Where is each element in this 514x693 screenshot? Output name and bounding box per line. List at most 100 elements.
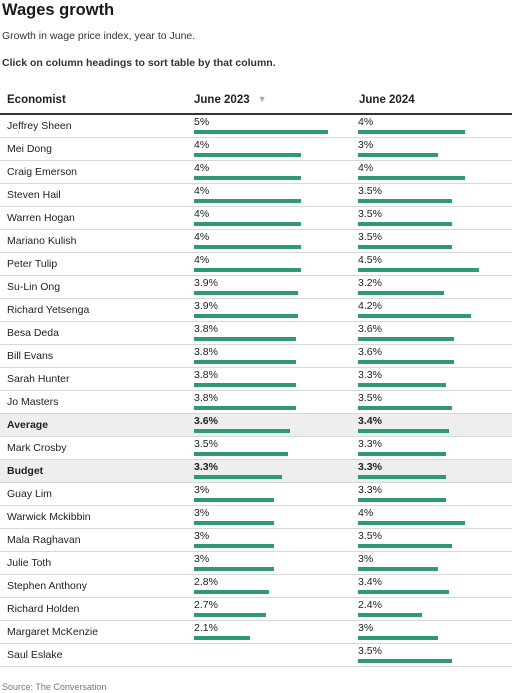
wage-growth-bar (194, 314, 298, 318)
bar-track (194, 383, 344, 387)
bar-track (194, 176, 344, 180)
table-row: Bill Evans 3.8% 3.6% (0, 345, 512, 368)
cell-june-2024: 3.5% (358, 184, 508, 206)
economist-name: Mark Crosby (7, 442, 67, 454)
table-row: Besa Deda 3.8% 3.6% (0, 322, 512, 345)
wage-growth-value: 3% (194, 553, 210, 565)
cell-june-2023: 3% (194, 506, 344, 528)
wage-growth-value: 3.6% (194, 415, 218, 427)
bar-track (358, 199, 508, 203)
cell-june-2024: 4% (358, 115, 508, 137)
economist-name: Craig Emerson (7, 166, 78, 178)
table-row: Steven Hail 4% 3.5% (0, 184, 512, 207)
wage-growth-bar (358, 268, 479, 272)
cell-june-2023: 3.8% (194, 368, 344, 390)
wage-growth-value: 3.3% (358, 461, 382, 473)
bar-track (194, 268, 344, 272)
wage-growth-value: 4% (358, 162, 374, 174)
cell-june-2024: 3.2% (358, 276, 508, 298)
column-header-june-2023[interactable]: June 2023 ▼ (194, 94, 267, 106)
cell-june-2024: 3.5% (358, 644, 508, 666)
cell-june-2024: 3.6% (358, 345, 508, 367)
cell-june-2024: 3.5% (358, 207, 508, 229)
wage-growth-bar (358, 245, 452, 249)
wage-growth-value: 5% (194, 116, 210, 128)
bar-track (358, 429, 508, 433)
cell-june-2023: 3.8% (194, 345, 344, 367)
wage-growth-bar (194, 452, 288, 456)
summary-row: Average 3.6% 3.4% (0, 414, 512, 437)
cell-june-2024: 4% (358, 506, 508, 528)
wage-growth-bar (358, 613, 422, 617)
wage-growth-value: 3.5% (358, 645, 382, 657)
wage-growth-value: 3% (194, 507, 210, 519)
wage-growth-bar (358, 498, 446, 502)
wage-growth-value: 3.8% (194, 369, 218, 381)
wage-growth-bar (194, 544, 274, 548)
economist-name: Saul Eslake (7, 649, 63, 661)
cell-june-2024: 3.5% (358, 391, 508, 413)
wage-growth-bar (194, 222, 301, 226)
bar-track (194, 314, 344, 318)
cell-june-2023: 4% (194, 184, 344, 206)
wage-growth-bar (358, 153, 438, 157)
table-row: Jo Masters 3.8% 3.5% (0, 391, 512, 414)
economist-name: Warwick Mckibbin (7, 511, 91, 523)
cell-june-2024: 3% (358, 621, 508, 643)
economist-name: Guay Lim (7, 488, 52, 500)
bar-track (358, 291, 508, 295)
bar-track (358, 636, 508, 640)
wage-growth-bar (358, 314, 471, 318)
column-header-label: Economist (7, 94, 66, 106)
wage-growth-value: 3.5% (194, 438, 218, 450)
wage-growth-value: 2.7% (194, 599, 218, 611)
wage-growth-bar (358, 383, 446, 387)
economist-name: Steven Hail (7, 189, 61, 201)
wage-growth-value: 3.5% (358, 185, 382, 197)
wage-growth-value: 3.4% (358, 576, 382, 588)
source-note: Source: The Conversation (2, 682, 107, 692)
bar-track (194, 429, 344, 433)
bar-track (358, 153, 508, 157)
wage-growth-bar (358, 636, 438, 640)
economist-name: Mariano Kulish (7, 235, 77, 247)
column-header-economist[interactable]: Economist (7, 94, 66, 106)
economist-name: Peter Tulip (7, 258, 58, 270)
economist-name: Sarah Hunter (7, 373, 70, 385)
cell-june-2023: 3% (194, 552, 344, 574)
wage-growth-value: 3.8% (194, 392, 218, 404)
cell-june-2023: 3.8% (194, 391, 344, 413)
bar-track (194, 636, 344, 640)
wage-growth-value: 3.6% (358, 346, 382, 358)
bar-track (194, 153, 344, 157)
wage-growth-value: 4% (194, 185, 210, 197)
table-row: Mala Raghavan 3% 3.5% (0, 529, 512, 552)
economist-name: Richard Yetsenga (7, 304, 90, 316)
bar-track (194, 613, 344, 617)
cell-june-2023: 3.8% (194, 322, 344, 344)
cell-june-2024: 3.3% (358, 368, 508, 390)
bar-track (358, 544, 508, 548)
economist-name: Julie Toth (7, 557, 52, 569)
bar-track (194, 521, 344, 525)
bar-track (194, 222, 344, 226)
column-header-june-2024[interactable]: June 2024 (359, 94, 415, 106)
cell-june-2024: 4.2% (358, 299, 508, 321)
bar-track (358, 337, 508, 341)
wage-growth-value: 3.3% (358, 484, 382, 496)
table-row: Peter Tulip 4% 4.5% (0, 253, 512, 276)
cell-june-2023: 2.8% (194, 575, 344, 597)
cell-june-2024: 2.4% (358, 598, 508, 620)
economist-name: Su-Lin Ong (7, 281, 61, 293)
cell-june-2023: 3.6% (194, 414, 344, 436)
bar-track (194, 291, 344, 295)
wage-growth-value: 3.5% (358, 231, 382, 243)
wage-growth-bar (194, 337, 296, 341)
bar-track (358, 498, 508, 502)
cell-june-2023: 5% (194, 115, 344, 137)
cell-june-2024: 3% (358, 138, 508, 160)
wage-growth-bar (194, 245, 301, 249)
wage-growth-bar (358, 130, 465, 134)
economist-name: Margaret McKenzie (7, 626, 99, 638)
bar-track (358, 314, 508, 318)
